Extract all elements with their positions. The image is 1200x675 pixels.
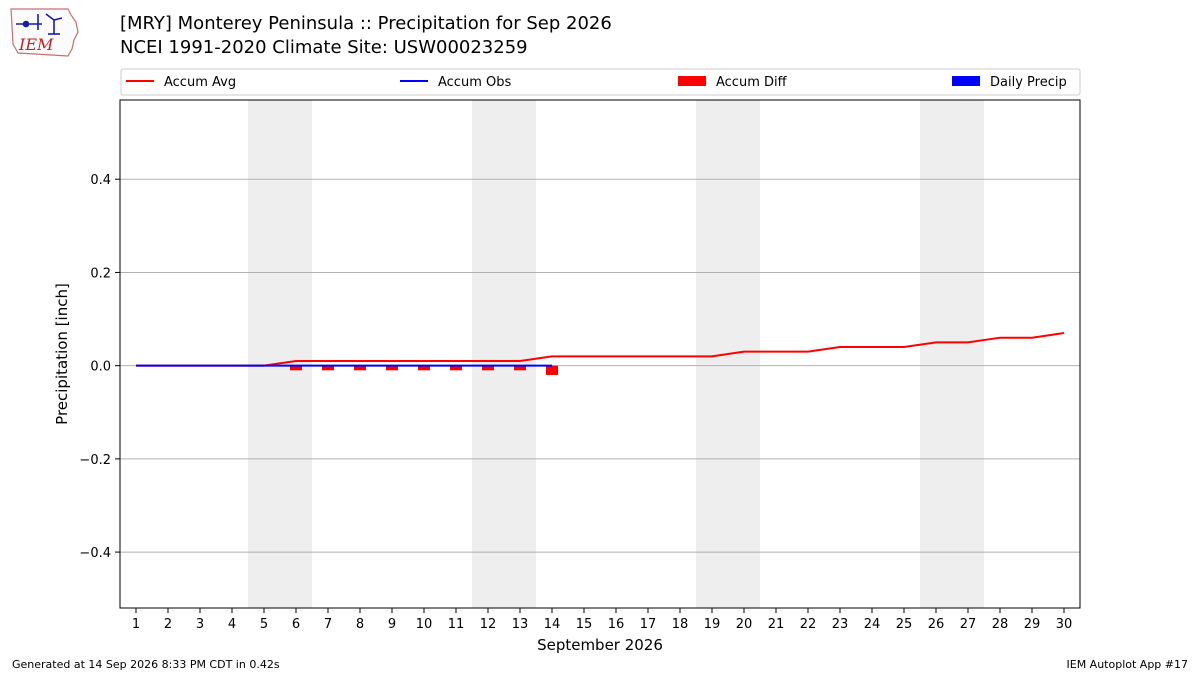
x-tick-label-27: 27: [960, 617, 977, 632]
x-tick-label-28: 28: [992, 617, 1009, 632]
accum-diff-bar-day-14: [546, 365, 558, 375]
accum-diff-bar-day-7: [322, 365, 334, 371]
y-tick-label-0: −0.4: [79, 546, 111, 561]
chart-subtitle: NCEI 1991-2020 Climate Site: USW00023259: [120, 37, 528, 58]
accum-diff-bar-day-8: [354, 365, 366, 371]
x-axis-ticks: 1 2 3 4 5 6 7 8 9 10 11 12 13 14 15 16 17 18 19 20 21 22 23 24 2…: [132, 608, 1072, 632]
x-tick-label-13: 13: [512, 617, 529, 632]
x-tick-label-15: 15: [576, 617, 593, 632]
gridlines: [120, 178, 1080, 553]
x-tick-label-9: 9: [388, 617, 396, 632]
accum-avg-line: [136, 332, 1065, 367]
legend-label-0: Accum Avg: [164, 75, 236, 90]
legend-label-1: Accum Obs: [438, 75, 511, 90]
x-tick-label-5: 5: [260, 617, 268, 632]
accum-diff-bar-day-12: [482, 365, 494, 371]
x-tick-label-4: 4: [228, 617, 236, 632]
y-tick-label-1: −0.2: [79, 453, 111, 468]
y-axis-label: Precipitation [inch]: [53, 283, 71, 425]
x-tick-label-20: 20: [736, 617, 753, 632]
legend-label-2: Accum Diff: [716, 75, 788, 90]
x-tick-label-25: 25: [896, 617, 913, 632]
x-tick-label-24: 24: [864, 617, 881, 632]
legend-swatch-3: [952, 76, 980, 86]
x-tick-label-26: 26: [928, 617, 945, 632]
weekend-shade-1: [248, 100, 312, 608]
legend: Accum Avg Accum Obs Accum Diff Daily Precip: [120, 68, 1081, 96]
x-tick-label-29: 29: [1024, 617, 1041, 632]
accum-diff-bars: [290, 365, 558, 375]
accum-diff-bar-day-9: [386, 365, 398, 371]
series-lines: [136, 332, 1065, 367]
x-tick-label-18: 18: [672, 617, 689, 632]
x-tick-label-10: 10: [416, 617, 433, 632]
y-tick-label-4: 0.4: [90, 173, 111, 188]
x-tick-label-30: 30: [1056, 617, 1073, 632]
weekend-shade-4: [920, 100, 984, 608]
generated-timestamp: Generated at 14 Sep 2026 8:33 PM CDT in …: [12, 658, 280, 671]
legend-label-3: Daily Precip: [990, 75, 1067, 90]
iowa-state-outline-icon: [10, 8, 79, 57]
weekend-shade-2: [472, 100, 536, 608]
accum-diff-bar-day-10: [418, 365, 430, 371]
x-tick-label-16: 16: [608, 617, 625, 632]
x-tick-label-22: 22: [800, 617, 817, 632]
x-tick-label-6: 6: [292, 617, 300, 632]
x-tick-label-23: 23: [832, 617, 849, 632]
autoplot-app-label: IEM Autoplot App #17: [1066, 658, 1189, 671]
chart-title: [MRY] Monterey Peninsula :: Precipitatio…: [120, 13, 612, 34]
x-tick-label-21: 21: [768, 617, 785, 632]
x-tick-label-17: 17: [640, 617, 657, 632]
x-tick-label-2: 2: [164, 617, 172, 632]
accum-diff-bar-day-13: [514, 365, 526, 371]
y-tick-label-3: 0.2: [90, 266, 111, 281]
x-tick-label-19: 19: [704, 617, 721, 632]
x-axis-label: September 2026: [537, 636, 663, 654]
x-tick-label-12: 12: [480, 617, 497, 632]
legend-frame: [120, 68, 1081, 96]
accum-diff-bar-day-11: [450, 365, 462, 371]
logo-text: IEM: [18, 35, 54, 54]
x-tick-label-3: 3: [196, 617, 204, 632]
y-tick-label-2: 0.0: [90, 360, 111, 375]
iem-logo: IEM: [10, 8, 79, 57]
legend-swatch-2: [678, 76, 706, 86]
weather-station-icon: [16, 13, 63, 35]
accum-diff-bar-day-6: [290, 365, 302, 371]
x-tick-label-7: 7: [324, 617, 332, 632]
x-tick-label-14: 14: [544, 617, 561, 632]
weekend-shading: [248, 100, 984, 608]
x-tick-label-8: 8: [356, 617, 364, 632]
x-tick-label-11: 11: [448, 617, 465, 632]
plot-area-frame: [119, 99, 1081, 609]
y-axis-ticks: −0.4 −0.2 0.0 0.2 0.4: [79, 173, 120, 561]
x-tick-label-1: 1: [132, 617, 140, 632]
